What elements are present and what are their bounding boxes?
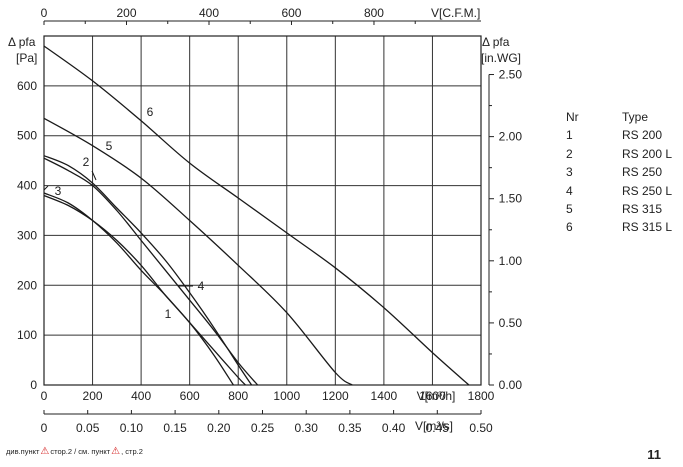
y-right-tick-label: 1.50	[499, 192, 523, 206]
y-axis-unit-left: [Pa]	[16, 51, 37, 65]
footer-reference: див.пункт⚠стор.2 / см. пункт⚠, стр.2	[6, 446, 143, 457]
x-top-tick-label: 200	[116, 6, 136, 20]
legend-nr: 2	[566, 146, 573, 161]
legend-row: 1 RS 200	[566, 126, 672, 144]
x-top-tick-label: 600	[281, 6, 301, 20]
x-tick-label: 1200	[322, 389, 349, 403]
plot-frame	[43, 35, 482, 386]
curve-annotation-2: 2	[83, 155, 90, 169]
x-tick-label: 200	[83, 389, 103, 403]
x-secondary-tick-label: 0.35	[338, 421, 362, 435]
chart-axes	[44, 20, 490, 415]
y-right-tick-label: 2.50	[499, 68, 523, 82]
y-tick-label-left: 600	[17, 79, 37, 93]
legend-header-type: Type	[622, 110, 649, 124]
curve-annotation-6: 6	[147, 105, 154, 119]
y-tick-label-left: 0	[30, 378, 37, 392]
legend-row: 4 RS 250 L	[566, 182, 672, 200]
curve-5	[43, 117, 353, 386]
chart-labels: Δ pfa [Pa] V[m³/h] V[m³/s] V[C.F.M.] Δ pfa [in…	[8, 6, 521, 433]
legend-type: RS 250 L	[622, 183, 673, 198]
y-axis-label-left: Δ pfa	[8, 35, 36, 49]
footer-text-a: див.пункт	[6, 447, 40, 456]
x-secondary-tick-label: 0.10	[120, 421, 144, 435]
x-tick-label: 600	[180, 389, 200, 403]
x-tick-label: 1000	[273, 389, 300, 403]
legend-row: 3 RS 250	[566, 163, 672, 181]
curve-annotation-3: 3	[55, 184, 62, 198]
curve-6	[43, 45, 470, 386]
x-secondary-tick-label: 0.50	[469, 421, 493, 435]
x-secondary-tick-label: 0.05	[76, 421, 100, 435]
x-secondary-axis-label: V[m³/s]	[415, 419, 453, 433]
curve-annotation-5: 5	[106, 139, 113, 153]
annotation-leader-3	[43, 185, 49, 191]
curve-2	[43, 155, 253, 386]
footer-text-c: , стр.2	[121, 447, 143, 456]
curve-annotation-4: 4	[198, 279, 205, 293]
curve-4	[43, 157, 259, 386]
x-secondary-tick-label: 0.25	[251, 421, 275, 435]
x-secondary-tick-label: 0.30	[295, 421, 319, 435]
curve-3	[43, 192, 246, 386]
x-tick-label: 1600	[419, 389, 446, 403]
x-tick-label: 1400	[371, 389, 398, 403]
y-right-tick-label: 1.00	[499, 254, 523, 268]
x-secondary-tick-label: 0.20	[207, 421, 231, 435]
legend-row: 5 RS 315	[566, 200, 672, 218]
x-tick-label: 400	[131, 389, 151, 403]
y-tick-label-left: 400	[17, 179, 37, 193]
y-tick-label-left: 100	[17, 328, 37, 342]
legend-nr: 3	[566, 165, 573, 180]
curve-annotation-1: 1	[165, 307, 172, 321]
legend-row: 6 RS 315 L	[566, 218, 672, 236]
x-secondary-tick-label: 0.45	[426, 421, 450, 435]
page-number: 11	[647, 447, 661, 462]
legend-type: RS 250	[622, 165, 663, 180]
legend-row: 2 RS 200 L	[566, 145, 672, 163]
legend-type: RS 315 L	[622, 220, 673, 235]
y-tick-label-left: 500	[17, 129, 37, 143]
y-axis-unit-right: [in.WG]	[481, 51, 521, 65]
y-right-tick-label: 2.00	[499, 130, 523, 144]
x-top-tick-label: 400	[199, 6, 219, 20]
y-tick-label-left: 200	[17, 278, 37, 292]
x-top-axis-label: V[C.F.M.]	[431, 6, 480, 20]
x-tick-label: 0	[41, 389, 48, 403]
legend-header: Nr Type	[566, 108, 672, 126]
chart-curves	[43, 45, 470, 386]
curve-1	[43, 194, 234, 386]
y-tick-label-left: 300	[17, 228, 37, 242]
x-tick-label: 1800	[468, 389, 495, 403]
x-secondary-tick-label: 0.15	[163, 421, 187, 435]
footer-text-b: стор.2 / см. пункт	[50, 447, 111, 456]
legend-nr: 1	[566, 128, 573, 143]
warning-icon: ⚠	[111, 446, 121, 457]
x-axis-label: V[m³/h]	[417, 389, 456, 403]
legend-nr: 5	[566, 201, 573, 216]
y-axis-label-right: Δ pfa	[482, 35, 510, 49]
x-secondary-tick-label: 0.40	[382, 421, 406, 435]
legend-nr: 4	[566, 183, 573, 198]
annotation-leader-2	[91, 170, 97, 181]
legend-type: RS 200	[622, 128, 663, 143]
x-top-tick-label: 800	[364, 6, 384, 20]
legend-type: RS 315	[622, 201, 663, 216]
legend-header-nr: Nr	[566, 110, 579, 124]
chart-grid	[43, 35, 482, 386]
warning-icon: ⚠	[40, 446, 50, 457]
legend-nr: 6	[566, 220, 573, 235]
x-tick-label: 800	[228, 389, 248, 403]
x-secondary-tick-label: 0	[41, 421, 48, 435]
type-legend: Nr Type 1 RS 200 2 RS 200 L 3 RS 250 4 RS 250…	[566, 108, 672, 237]
legend-type: RS 200 L	[622, 146, 673, 161]
x-top-tick-label: 0	[41, 6, 48, 20]
y-right-tick-label: 0.00	[499, 378, 523, 392]
y-right-tick-label: 0.50	[499, 316, 523, 330]
